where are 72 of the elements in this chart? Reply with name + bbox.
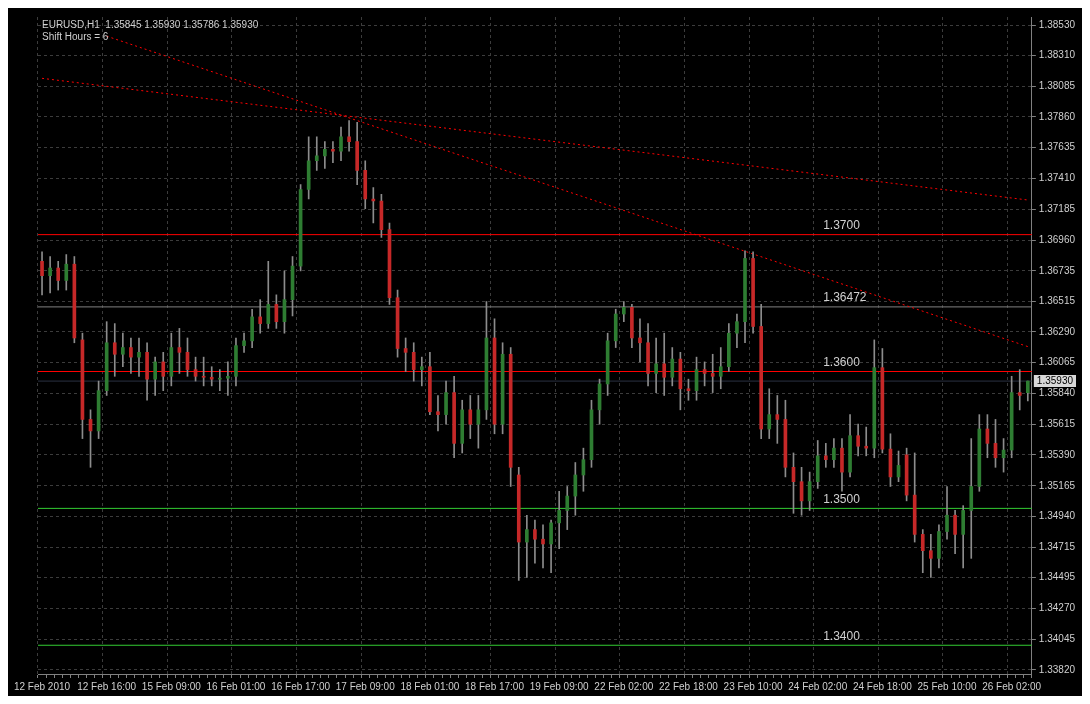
- y-tick-label: 1.38530: [1038, 18, 1076, 30]
- candlestick: [929, 534, 933, 578]
- candlestick: [775, 395, 780, 444]
- y-tick-label: 1.35615: [1038, 417, 1076, 429]
- y-tick-label: 1.37860: [1038, 110, 1076, 122]
- candlestick: [242, 332, 246, 353]
- candlestick: [48, 256, 52, 294]
- x-tick-label: 17 Feb 09:00: [335, 680, 396, 692]
- x-tick-label: 26 Feb 02:00: [982, 680, 1042, 692]
- candlestick: [654, 337, 658, 393]
- ref-line-label: 1.3500: [823, 491, 861, 506]
- y-tick-label: 1.34045: [1038, 632, 1076, 644]
- y-tick-label: 1.36735: [1038, 264, 1076, 276]
- y-tick-label: 1.34495: [1038, 571, 1076, 583]
- candlestick: [662, 332, 667, 396]
- candlestick: [823, 443, 828, 468]
- chart-title: EURUSD,H1 1.35845 1.35930 1.35786 1.35930: [42, 18, 259, 30]
- y-tick-label: 1.37410: [1038, 172, 1076, 184]
- x-tick-label: 25 Feb 10:00: [917, 680, 977, 692]
- y-tick-label: 1.37185: [1038, 203, 1076, 215]
- candlestick: [209, 366, 214, 387]
- x-tick-label: 22 Feb 18:00: [658, 680, 719, 692]
- y-tick-label: 1.34940: [1038, 510, 1076, 522]
- x-tick-label: 19 Feb 09:00: [529, 680, 590, 692]
- candlestick: [436, 395, 440, 432]
- x-tick-label: 12 Feb 2010: [13, 680, 71, 692]
- candlestick: [710, 353, 715, 393]
- x-tick-label: 16 Feb 17:00: [271, 680, 331, 692]
- candlestick: [323, 141, 327, 169]
- x-tick-label: 16 Feb 01:00: [206, 680, 266, 692]
- y-tick-label: 1.36065: [1038, 356, 1076, 368]
- candlestick: [541, 524, 545, 569]
- ref-line-label: 1.3700: [823, 217, 861, 232]
- candlestick: [718, 347, 723, 390]
- y-tick-label: 1.36290: [1038, 325, 1076, 337]
- candlestick: [638, 318, 642, 363]
- candlestick: [226, 361, 230, 396]
- candlestick: [137, 337, 141, 377]
- ref-line-label: 1.36472: [823, 290, 867, 305]
- ref-line-label: 1.3400: [823, 628, 861, 643]
- x-tick-label: 18 Feb 17:00: [465, 680, 525, 692]
- x-tick-label: 15 Feb 09:00: [141, 680, 202, 692]
- y-tick-label: 1.34270: [1038, 602, 1076, 614]
- candlestick: [112, 323, 117, 377]
- candlestick: [419, 356, 424, 387]
- candlestick: [525, 514, 529, 578]
- ref-line-label: 1.35930: [1036, 374, 1074, 386]
- x-tick-label: 22 Feb 02:00: [594, 680, 654, 692]
- y-tick-label: 1.37635: [1038, 141, 1076, 153]
- candlestick: [347, 120, 351, 152]
- y-tick-label: 1.35390: [1038, 448, 1076, 460]
- candlestick: [557, 490, 561, 550]
- y-tick-label: 1.35840: [1038, 387, 1076, 399]
- candlestick: [121, 332, 125, 368]
- candlestick: [969, 438, 974, 559]
- x-tick-label: 23 Feb 10:00: [723, 680, 783, 692]
- x-tick-label: 12 Feb 16:00: [77, 680, 137, 692]
- candlestick: [314, 136, 319, 171]
- y-tick-label: 1.36960: [1038, 233, 1076, 245]
- y-tick-label: 1.38310: [1038, 49, 1076, 61]
- y-tick-label: 1.33820: [1038, 663, 1076, 675]
- y-tick-label: 1.38085: [1038, 79, 1076, 91]
- candlestick: [217, 369, 222, 391]
- y-tick-label: 1.34715: [1038, 541, 1076, 553]
- x-tick-label: 18 Feb 01:00: [400, 680, 460, 692]
- x-tick-label: 24 Feb 18:00: [852, 680, 913, 692]
- candlestick: [1017, 369, 1022, 411]
- y-tick-label: 1.35165: [1038, 479, 1076, 491]
- ref-line-label: 1.3600: [823, 354, 861, 369]
- y-tick-label: 1.36515: [1038, 294, 1076, 306]
- annotation: Shift Hours = 6: [42, 30, 109, 42]
- x-tick-label: 24 Feb 02:00: [788, 680, 848, 692]
